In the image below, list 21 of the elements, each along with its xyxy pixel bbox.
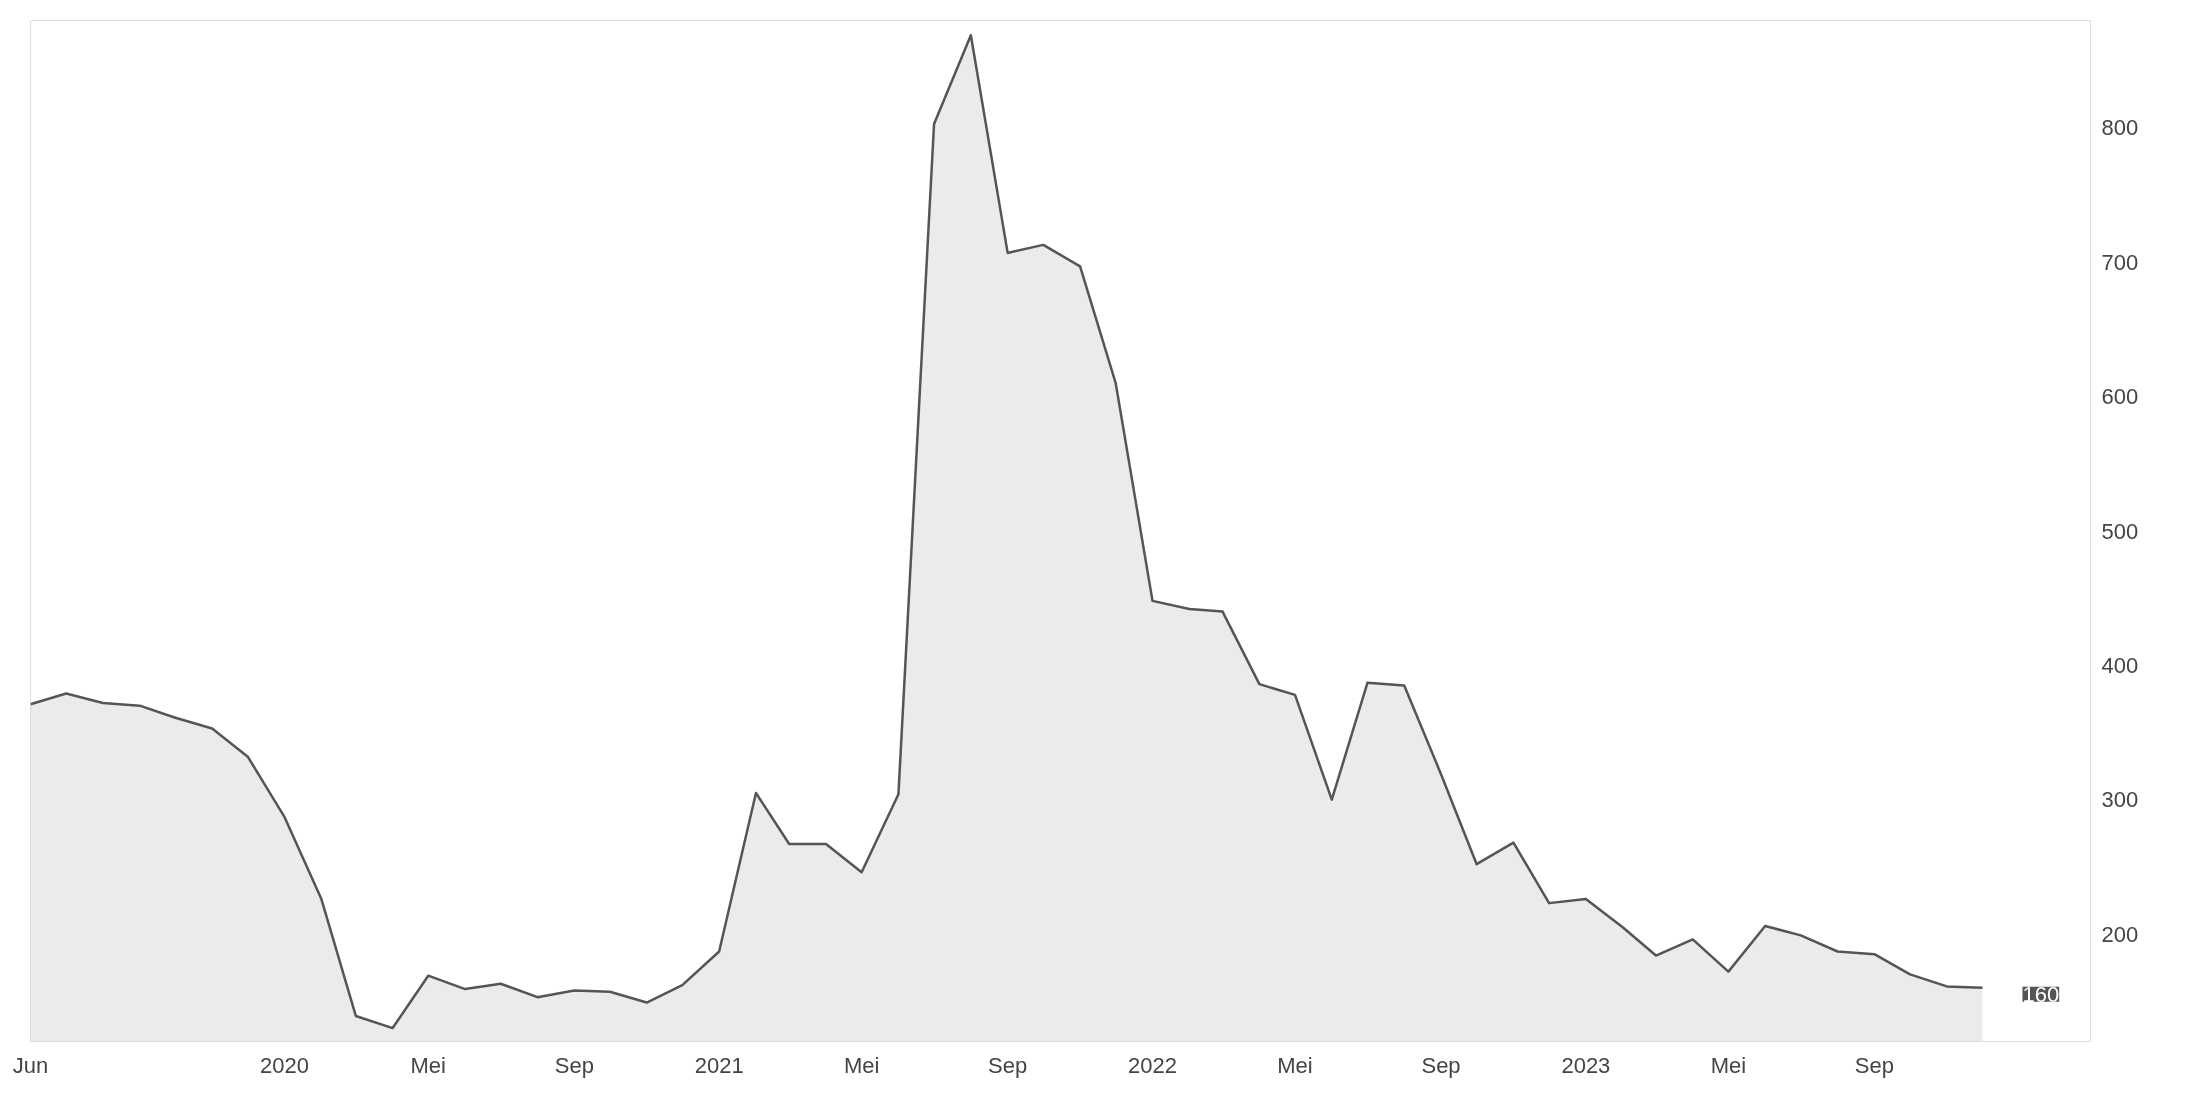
x-tick-label: Sep <box>554 1052 594 1078</box>
x-tick-label: 2022 <box>1128 1052 1177 1078</box>
y-tick-label: 800 <box>2101 115 2139 141</box>
x-tick-label: 2021 <box>694 1052 744 1078</box>
x-tick-label: Mei <box>410 1052 446 1078</box>
y-tick-label: 400 <box>2101 652 2139 678</box>
x-tick-label: 2023 <box>1561 1052 1611 1078</box>
x-tick-label: Mei <box>843 1052 880 1078</box>
x-tick-label: Mei <box>1277 1052 1313 1078</box>
x-tick-label: Sep <box>1854 1052 1894 1078</box>
y-tick-label: 200 <box>2101 921 2139 947</box>
x-tick-label: 2020 <box>260 1052 310 1078</box>
y-tick-label: 300 <box>2101 787 2139 813</box>
y-tick-label: 500 <box>2101 518 2139 544</box>
y-tick-label: 600 <box>2101 384 2139 410</box>
x-tick-label: Sep <box>988 1052 1028 1078</box>
y-tick-label: 700 <box>2101 249 2139 275</box>
x-tick-label: Mei <box>1710 1052 1747 1078</box>
x-tick-label: Jun <box>12 1052 49 1078</box>
x-tick-label: Sep <box>1421 1052 1461 1078</box>
annotation: 160 <box>2022 981 2060 1007</box>
